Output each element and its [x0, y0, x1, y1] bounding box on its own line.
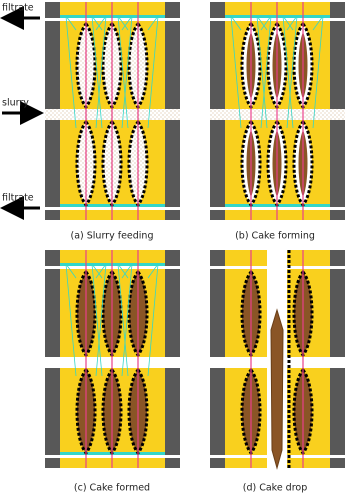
drain: [95, 15, 107, 129]
drain: [91, 15, 103, 129]
drain: [230, 15, 242, 31]
drain: [147, 263, 159, 377]
drain: [91, 263, 103, 279]
drain: [65, 263, 77, 279]
drain: [312, 15, 324, 31]
caption: (b) Cake forming: [235, 231, 315, 242]
caption: (d) Cake drop: [243, 483, 308, 494]
drain: [65, 263, 77, 377]
drain: [286, 15, 298, 129]
drain: [256, 15, 268, 129]
drain: [117, 263, 129, 279]
drain: [121, 263, 133, 377]
drain: [312, 15, 324, 129]
drain: [147, 15, 159, 129]
label: slurry: [2, 98, 29, 109]
drain: [230, 15, 242, 129]
drain: [117, 15, 129, 129]
drain: [121, 15, 133, 129]
caption: (a) Slurry feeding: [71, 231, 154, 242]
drain: [256, 15, 268, 31]
drain: [65, 15, 77, 129]
label: filtrate: [2, 193, 34, 204]
drain: [117, 15, 129, 31]
drain: [95, 15, 107, 31]
drain: [91, 15, 103, 31]
drain: [260, 15, 272, 129]
drain: [117, 263, 129, 377]
drain: [260, 15, 272, 31]
falling-cake: [270, 308, 284, 470]
drain: [286, 15, 298, 31]
drain: [95, 263, 107, 377]
drain: [147, 15, 159, 31]
drain: [121, 15, 133, 31]
drain: [65, 15, 77, 31]
caption: (c) Cake formed: [74, 483, 150, 494]
drain: [282, 15, 294, 31]
drain: [95, 263, 107, 279]
drain: [282, 15, 294, 129]
drain: [91, 263, 103, 377]
label: filtrate: [2, 3, 34, 14]
drain: [147, 263, 159, 279]
drain: [121, 263, 133, 279]
